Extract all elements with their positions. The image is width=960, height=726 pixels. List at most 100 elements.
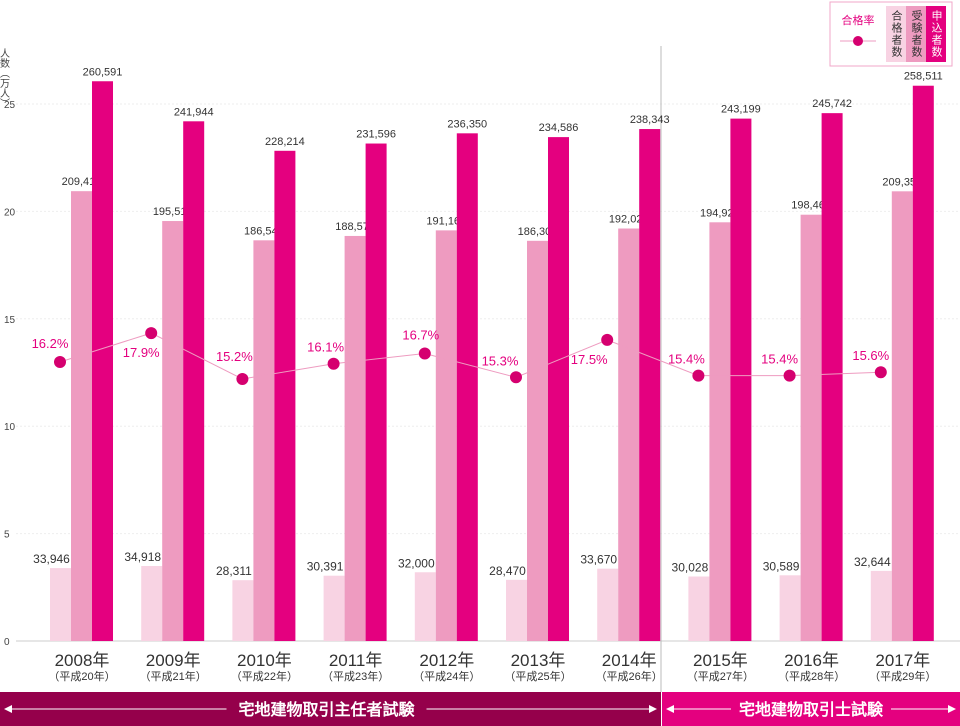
x-tick-label: 2011年 <box>329 651 383 670</box>
data-label: 192,029 <box>609 214 649 226</box>
rate-point <box>692 369 705 382</box>
legend-label-applicants: 申込者数 <box>930 10 943 58</box>
bar-passers <box>688 576 710 641</box>
data-label: 30,028 <box>672 560 709 574</box>
y-tick-label: 0 <box>4 637 10 648</box>
data-label: 228,214 <box>265 136 305 148</box>
x-era-label: （平成25年） <box>504 669 571 683</box>
legend-label-examinees: 受験者数 <box>910 10 923 58</box>
rate-label: 15.4% <box>668 352 705 367</box>
bar-examinees <box>709 222 731 641</box>
y-tick-label: 10 <box>4 422 16 433</box>
data-label: 34,918 <box>124 550 161 564</box>
bar-examinees <box>162 221 184 641</box>
x-era-label: （平成20年） <box>48 669 115 683</box>
data-label: 195,515 <box>153 206 193 218</box>
x-tick-label: 2017年 <box>875 651 930 670</box>
rate-point <box>327 357 340 370</box>
bar-examinees <box>344 235 366 642</box>
rate-label: 15.6% <box>852 348 889 363</box>
x-era-label: （平成29年） <box>869 669 936 683</box>
rate-label: 17.9% <box>123 345 160 360</box>
x-tick-label: 2014年 <box>602 651 657 670</box>
data-label: 243,199 <box>721 104 761 116</box>
data-label: 33,670 <box>580 553 617 567</box>
bar-examinees <box>891 191 913 641</box>
x-era-label: （平成24年） <box>413 669 480 683</box>
data-label: 198,463 <box>791 200 831 212</box>
bar-passers <box>414 572 436 641</box>
arrow-right-icon <box>948 705 956 713</box>
bar-applicants <box>730 118 752 642</box>
x-tick-label: 2009年 <box>146 651 201 670</box>
rate-label: 16.7% <box>402 328 439 343</box>
bar-examinees <box>527 240 548 641</box>
bar-applicants <box>912 85 934 641</box>
data-label: 32,644 <box>854 555 891 569</box>
bar-applicants <box>548 137 569 642</box>
y-axis-label: 人数（万人） <box>0 48 10 108</box>
data-label: 236,350 <box>447 118 487 130</box>
arrow-right-icon <box>649 705 657 713</box>
x-era-label: （平成28年） <box>778 669 845 683</box>
bar-examinees <box>435 230 457 641</box>
arrow-left-icon <box>666 705 674 713</box>
bar-examinees <box>618 228 640 641</box>
rate-label: 16.1% <box>307 340 344 355</box>
rate-point <box>145 327 158 340</box>
bar-examinees <box>71 191 92 641</box>
bar-passers <box>141 565 163 641</box>
rate-point <box>418 347 431 360</box>
bar-examinees <box>253 240 275 641</box>
bar-applicants <box>92 81 113 641</box>
bar-passers <box>50 568 71 641</box>
data-label: 209,415 <box>62 176 102 188</box>
rate-point <box>874 366 887 379</box>
data-label: 191,169 <box>426 215 466 227</box>
bar-passers <box>506 579 527 641</box>
legend-swatch-passers <box>886 6 906 62</box>
rate-point <box>510 371 522 384</box>
rate-line <box>59 332 881 380</box>
data-label: 234,586 <box>539 122 579 134</box>
x-tick-label: 2015年 <box>693 651 748 670</box>
data-label: 245,742 <box>812 98 852 110</box>
data-label: 33,946 <box>33 552 70 566</box>
y-tick-label: 15 <box>4 315 16 326</box>
bar-passers <box>779 575 801 641</box>
bar-applicants <box>365 143 387 641</box>
data-label: 30,391 <box>307 560 344 574</box>
y-tick-label: 5 <box>4 530 10 541</box>
data-label: 194,926 <box>700 207 740 219</box>
rate-label: 15.3% <box>482 353 519 368</box>
data-label: 28,311 <box>216 564 252 578</box>
rate-label: 17.5% <box>571 352 608 367</box>
rate-label: 15.4% <box>761 352 798 367</box>
x-tick-label: 2012年 <box>419 651 474 670</box>
data-label: 186,542 <box>244 225 284 237</box>
data-label: 30,589 <box>763 559 800 573</box>
data-label: 32,000 <box>398 556 435 570</box>
arrow-left-icon <box>4 705 12 713</box>
bar-applicants <box>639 129 661 641</box>
bar-passers <box>323 575 345 641</box>
data-label: 28,470 <box>489 564 526 578</box>
bar-examinees <box>800 214 822 641</box>
rate-point <box>601 333 614 346</box>
x-era-label: （平成21年） <box>140 669 207 683</box>
x-era-label: （平成27年） <box>687 669 754 683</box>
data-label: 238,343 <box>630 114 670 126</box>
bar-applicants <box>183 121 205 641</box>
data-label: 186,304 <box>518 226 558 238</box>
legend-rate-label: 合格率 <box>842 13 875 27</box>
bar-passers <box>232 580 254 641</box>
rate-point <box>54 356 66 368</box>
period-label: 宅地建物取引士試験 <box>739 700 884 719</box>
x-era-label: （平成22年） <box>231 669 298 683</box>
x-tick-label: 2008年 <box>55 651 110 670</box>
bar-passers <box>597 568 619 641</box>
bar-passers <box>870 570 892 641</box>
legend-rate-icon <box>853 36 863 46</box>
x-era-label: （平成26年） <box>596 669 663 683</box>
rate-label: 16.2% <box>32 336 69 351</box>
